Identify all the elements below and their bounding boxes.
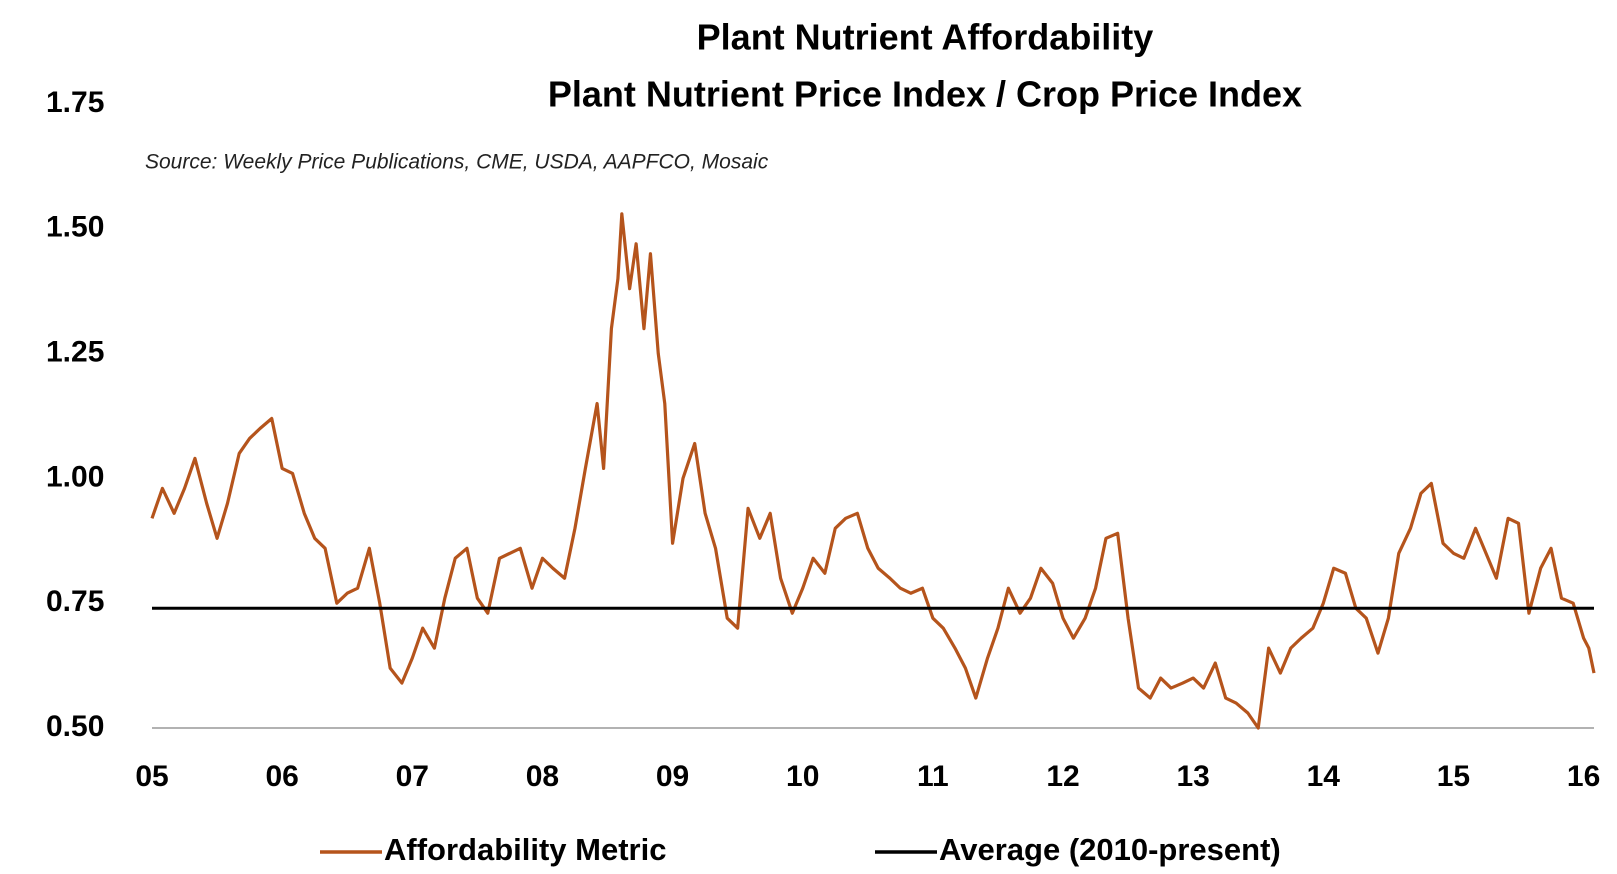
x-tick-label: 08 (526, 760, 559, 793)
y-tick-label: 1.75 (46, 86, 104, 119)
x-tick-label: 09 (656, 760, 689, 793)
y-tick-label: 0.50 (46, 710, 104, 743)
y-tick-label: 1.50 (46, 211, 104, 244)
x-tick-label: 11 (917, 760, 949, 793)
source-note: Source: Weekly Price Publications, CME, … (145, 151, 769, 174)
series-line (150, 212, 1596, 730)
legend-label: Average (2010-present) (939, 832, 1281, 867)
chart-subtitle: Plant Nutrient Price Index / Crop Price … (548, 74, 1302, 115)
x-tick-label: 15 (1437, 760, 1470, 793)
x-tick-label: 10 (786, 760, 819, 793)
x-tick-label: 07 (396, 760, 429, 793)
chart-title: Plant Nutrient Affordability (697, 17, 1154, 58)
x-tick-label: 06 (265, 760, 298, 793)
x-tick-label: 16 (1567, 760, 1600, 793)
y-tick-label: 0.75 (46, 585, 104, 618)
y-tick-label: 1.25 (46, 336, 104, 369)
x-tick-label: 05 (135, 760, 168, 793)
x-tick-label: 12 (1046, 760, 1079, 793)
x-tick-label: 14 (1307, 760, 1341, 793)
x-tick-label: 13 (1176, 760, 1209, 793)
y-tick-label: 1.00 (46, 460, 104, 493)
legend-label: Affordability Metric (384, 832, 666, 867)
